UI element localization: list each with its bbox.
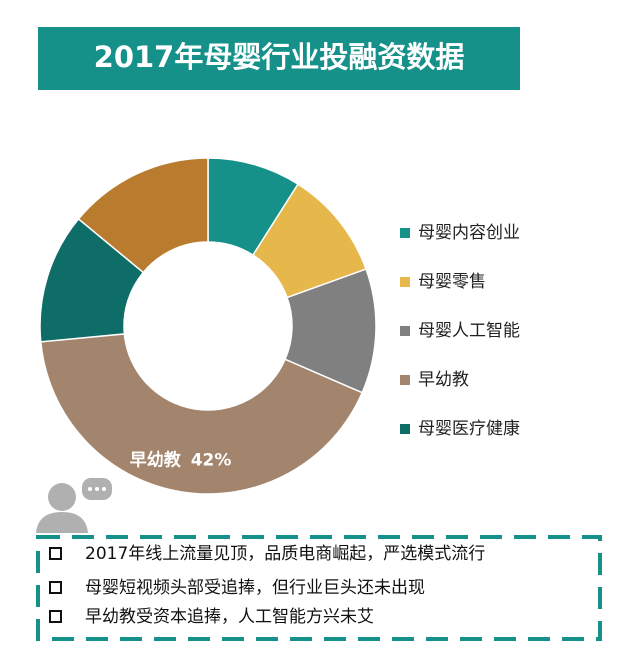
legend-label: 早幼教 (418, 370, 469, 390)
segment-value-label: 42% (191, 450, 232, 470)
bullet (49, 610, 62, 623)
person-icon (36, 478, 112, 533)
legend-swatch (400, 375, 410, 385)
legend-swatch (400, 326, 410, 336)
note-text: 母婴短视频头部受追捧，但行业巨头还未出现 (85, 578, 425, 598)
bullet (49, 547, 62, 560)
legend-swatch (400, 277, 410, 287)
legend-label: 母婴人工智能 (418, 321, 520, 341)
donut-segment (39, 333, 364, 495)
note-text: 早幼教受资本追捧，人工智能方兴未艾 (85, 607, 374, 627)
legend-label: 母婴内容创业 (418, 223, 520, 243)
segment-category-label: 早幼教 (130, 449, 182, 470)
legend-label: 母婴零售 (418, 272, 486, 292)
legend-swatch (400, 424, 410, 434)
bullet (49, 581, 62, 594)
note-text: 2017年线上流量见顶，品质电商崛起，严选模式流行 (85, 544, 485, 564)
donut-segment (77, 157, 209, 274)
chart-title: 2017年母婴行业投融资数据 (94, 40, 465, 74)
legend-swatch (400, 228, 410, 238)
legend-label: 母婴医疗健康 (418, 419, 520, 439)
title-banner (38, 27, 520, 90)
notes-box (36, 535, 602, 641)
